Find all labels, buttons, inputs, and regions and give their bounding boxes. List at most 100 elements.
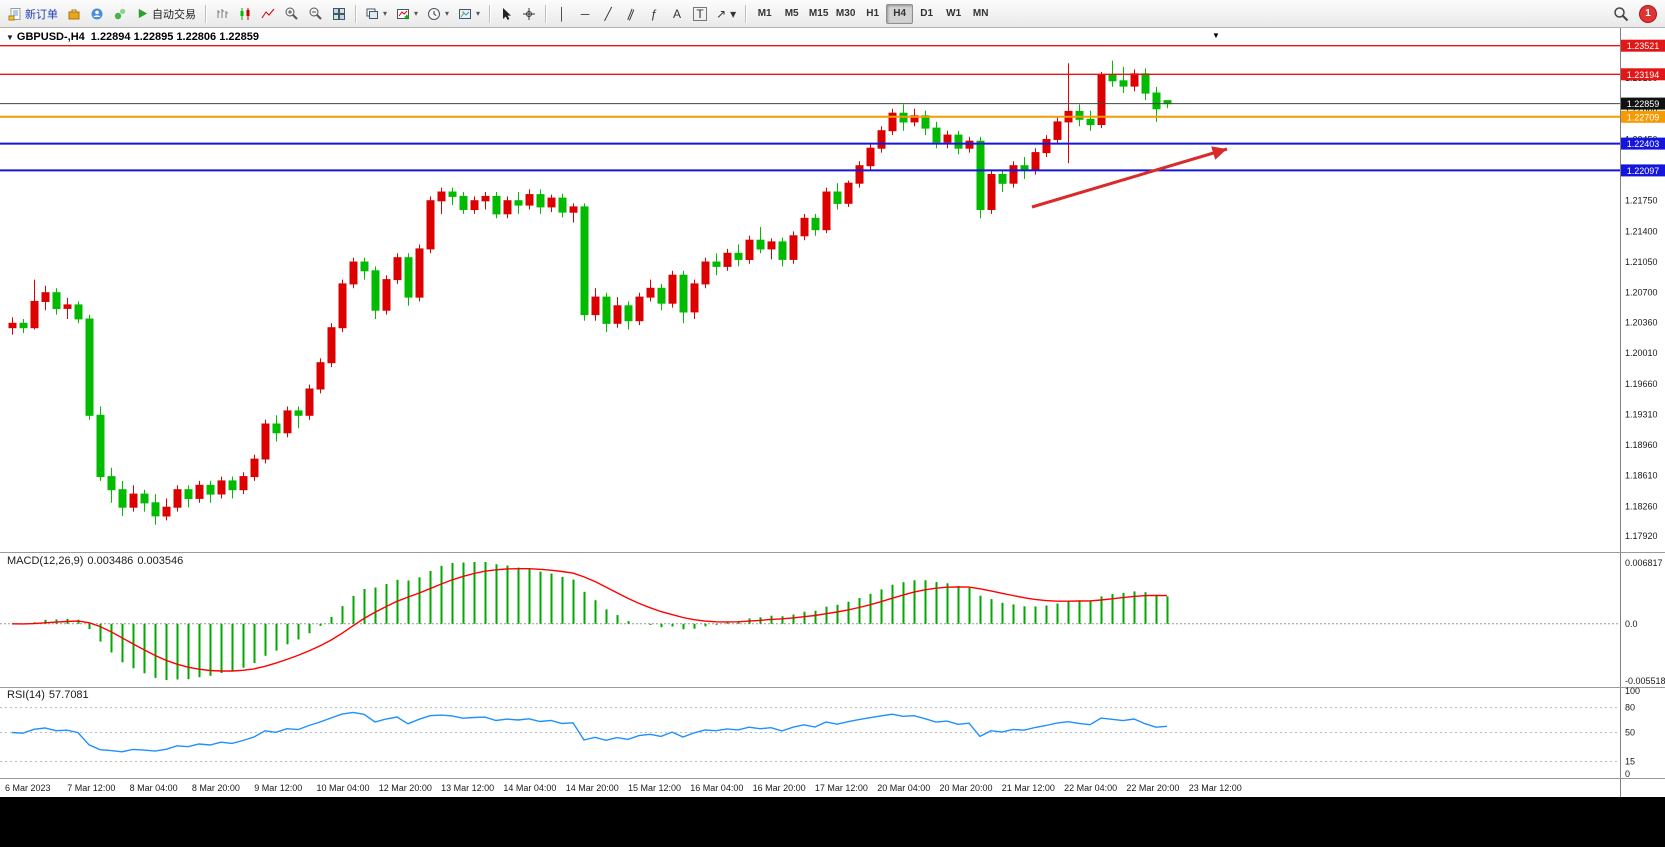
ohlc-values: 1.22894 1.22895 1.22806 1.22859 [90, 31, 259, 43]
vertical-line-tool-button[interactable]: │ [551, 3, 573, 25]
svg-text:21 Mar 12:00: 21 Mar 12:00 [1002, 783, 1055, 793]
svg-text:50: 50 [1625, 728, 1635, 738]
candlestick-mode-button[interactable] [234, 3, 256, 25]
symbol-dropdown-icon[interactable]: ▼ [6, 33, 14, 42]
timeframe-button-m30[interactable]: M30 [832, 4, 859, 24]
trendline-tool-button[interactable]: ╱ [597, 3, 619, 25]
cursor-icon [503, 7, 512, 20]
arrow-tool-icon: ↗ [716, 6, 727, 21]
chart-symbol-header: ▼ GBPUSD-,H4 1.22894 1.22895 1.22806 1.228… [6, 31, 259, 43]
dropdown-caret: ▾ [414, 9, 419, 18]
timeframe-button-mn[interactable]: MN [967, 4, 994, 24]
svg-text:7 Mar 12:00: 7 Mar 12:00 [67, 783, 115, 793]
svg-text:14 Mar 04:00: 14 Mar 04:00 [503, 783, 556, 793]
timeframe-button-m1[interactable]: M1 [751, 4, 778, 24]
svg-text:1.22403: 1.22403 [1627, 139, 1660, 149]
macd-main-value: 0.003486 [87, 555, 134, 567]
search-button[interactable] [1609, 3, 1633, 25]
svg-text:20 Mar 20:00: 20 Mar 20:00 [940, 783, 993, 793]
bar-chart-icon [217, 8, 228, 18]
shift-marker[interactable]: ▼ [1212, 31, 1220, 40]
rsi-panel: 100 80 50 15 0 [0, 686, 1640, 779]
macd-signal-line [11, 568, 1168, 672]
price-badge: 1.22859 [1621, 97, 1665, 110]
vertical-line-icon: │ [558, 6, 566, 21]
text-tool-icon: A [673, 6, 682, 21]
svg-text:8 Mar 20:00: 8 Mar 20:00 [192, 783, 240, 793]
fibonacci-icon: ƒ [650, 6, 658, 21]
text-tool-button[interactable]: A [666, 3, 688, 25]
label-tool-icon: T [693, 6, 707, 21]
svg-text:16 Mar 20:00: 16 Mar 20:00 [753, 783, 806, 793]
zoom-in-button[interactable] [280, 3, 303, 25]
svg-text:0.0: 0.0 [1625, 619, 1638, 629]
line-chart-icon [261, 8, 275, 18]
timeframe-button-d1[interactable]: D1 [913, 4, 940, 24]
svg-text:80: 80 [1625, 703, 1635, 713]
time-axis[interactable]: 6 Mar 2023 7 Mar 12:00 8 Mar 04:00 8 Mar 20… [5, 783, 1242, 793]
timeframe-button-h1[interactable]: H1 [859, 4, 886, 24]
auto-trading-label: 自动交易 [152, 8, 196, 21]
tile-windows-button[interactable] [328, 3, 350, 25]
period-button[interactable]: ▾ [423, 3, 453, 25]
toolbar-separator [205, 4, 206, 23]
zoom-out-button[interactable] [304, 3, 327, 25]
fibonacci-tool-button[interactable]: ƒ [643, 3, 665, 25]
crosshair-icon [523, 7, 536, 20]
rsi-line [11, 711, 1168, 753]
timeframe-button-m5[interactable]: M5 [778, 4, 805, 24]
macd-header: MACD(12,26,9) 0.003486 0.003546 [7, 555, 187, 567]
new-chart-button[interactable]: ▾ [392, 3, 422, 25]
dropdown-caret: ▾ [445, 9, 450, 18]
svg-text:10 Mar 04:00: 10 Mar 04:00 [317, 783, 370, 793]
svg-text:1.18260: 1.18260 [1625, 501, 1658, 511]
template-button[interactable]: ▾ [454, 3, 484, 25]
new-order-button[interactable]: 新订单 [4, 3, 62, 25]
line-chart-mode-button[interactable] [257, 3, 279, 25]
price-badge: 1.22709 [1621, 110, 1665, 123]
cursor-tool-button[interactable] [495, 3, 517, 25]
svg-text:1.22859: 1.22859 [1627, 99, 1660, 109]
bar-chart-mode-button[interactable] [211, 3, 233, 25]
rsi-value: 57.7081 [48, 689, 89, 701]
channel-tool-button[interactable]: ∥ [620, 3, 642, 25]
notification-badge[interactable]: 1 [1639, 4, 1657, 23]
market-button[interactable] [63, 3, 85, 25]
svg-text:8 Mar 04:00: 8 Mar 04:00 [130, 783, 178, 793]
tile-windows-icon [333, 7, 345, 20]
svg-text:1.19660: 1.19660 [1625, 379, 1658, 389]
zoom-out-icon [309, 7, 322, 20]
label-tool-button[interactable]: T [689, 3, 711, 25]
svg-text:15 Mar 12:00: 15 Mar 12:00 [628, 783, 681, 793]
svg-text:0: 0 [1625, 769, 1630, 779]
arrows-tool-button[interactable]: ↗ ▾ [712, 3, 740, 25]
trend-arrow-annotation[interactable] [1031, 146, 1228, 209]
trendline-icon: ╱ [604, 6, 612, 21]
horizontal-line-tool-button[interactable]: ─ [574, 3, 596, 25]
timeframe-button-m15[interactable]: M15 [805, 4, 832, 24]
svg-text:1.22097: 1.22097 [1627, 166, 1660, 176]
crosshair-tool-button[interactable] [518, 3, 540, 25]
new-chart-icon [397, 8, 410, 19]
community-button[interactable] [86, 3, 108, 25]
svg-text:16 Mar 04:00: 16 Mar 04:00 [690, 783, 743, 793]
timeframe-button-h4[interactable]: H4 [886, 3, 914, 24]
search-icon [1614, 6, 1629, 21]
timeframe-group: M1 M5 M15 M30 H1 H4 D1 W1 MN [751, 3, 994, 24]
macd-panel: 0.006817 0.0 -0.005518 [0, 558, 1665, 686]
zoom-in-icon [285, 7, 298, 20]
signals-icon [114, 8, 126, 19]
price-badge: 1.23194 [1621, 68, 1665, 81]
timeframe-button-w1[interactable]: W1 [940, 4, 967, 24]
signals-button[interactable] [109, 3, 131, 25]
svg-text:1.21050: 1.21050 [1625, 257, 1658, 267]
cascade-windows-button[interactable]: ▾ [361, 3, 391, 25]
svg-text:15: 15 [1625, 757, 1635, 767]
svg-text:14 Mar 20:00: 14 Mar 20:00 [566, 783, 619, 793]
new-order-label: 新订单 [25, 8, 58, 21]
auto-trading-button[interactable]: 自动交易 [132, 3, 200, 25]
svg-text:22 Mar 20:00: 22 Mar 20:00 [1126, 783, 1179, 793]
toolbar-separator [545, 4, 547, 23]
svg-text:22 Mar 04:00: 22 Mar 04:00 [1064, 783, 1117, 793]
svg-text:1.20360: 1.20360 [1625, 317, 1658, 327]
